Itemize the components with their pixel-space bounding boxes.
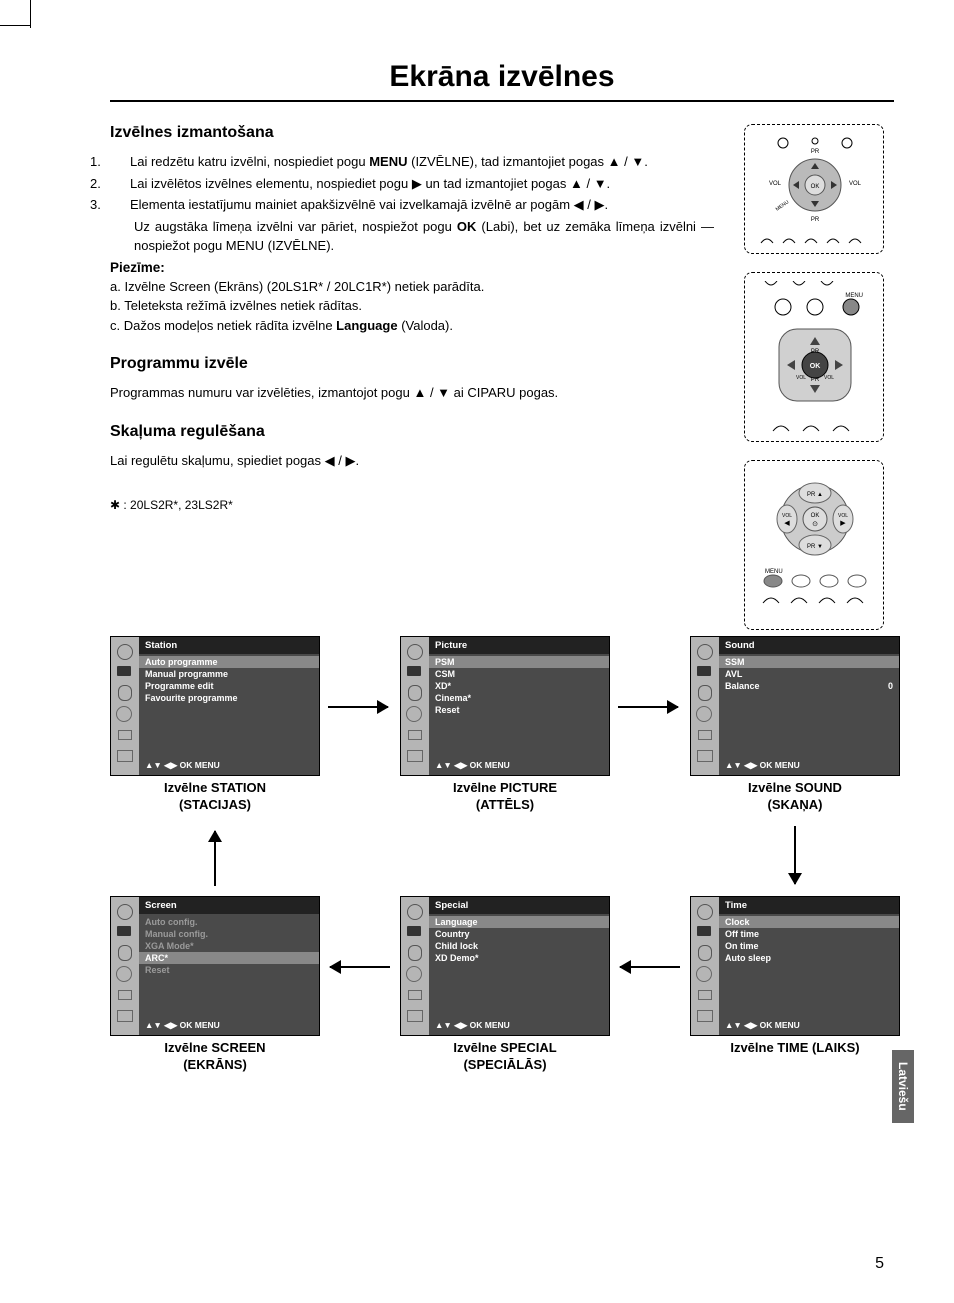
menu-screen: Screen Auto config. Manual config. XGA M… xyxy=(110,896,320,1074)
svg-text:VOL: VOL xyxy=(824,375,834,381)
volume-heading: Skaļuma regulēšana xyxy=(110,423,714,441)
title-rule xyxy=(110,100,894,102)
usage-item-3b: Uz augstāka līmeņa izvēlni var pāriet, n… xyxy=(110,217,714,256)
section-program: Programmu izvēle Programmas numuru var i… xyxy=(110,355,714,403)
panel-icons xyxy=(111,637,139,775)
remote-diagram-2: MENU PR PR VOL VOL OK xyxy=(744,272,884,442)
arrow-down xyxy=(794,826,796,884)
section-usage: Izvēlnes izmantošana 1.Lai redzētu katru… xyxy=(110,124,714,335)
remote-2-svg: MENU PR PR VOL VOL OK xyxy=(753,281,877,435)
svg-text:PR: PR xyxy=(811,149,820,155)
panel-footer: ▲▼ ◀▶ OK MENU xyxy=(139,756,319,775)
note-label: Piezīme: xyxy=(110,260,714,275)
tv-icon xyxy=(115,663,135,682)
clock-icon xyxy=(115,705,135,724)
note-b: b. Teleteksta režīmā izvēlnes netiek rād… xyxy=(110,296,714,316)
screen-icon xyxy=(115,747,135,766)
page-title: Ekrāna izvēlnes xyxy=(110,60,894,94)
language-tab: Latviešu xyxy=(892,1050,914,1123)
svg-text:OK: OK xyxy=(811,184,820,190)
remote-column: PR OK VOL VOL PR MENU xyxy=(734,124,894,630)
svg-text:MENU: MENU xyxy=(845,293,863,299)
crop-mark xyxy=(0,25,30,26)
svg-text:PR ▼: PR ▼ xyxy=(807,544,823,550)
panel-caption: Izvēlne STATION(STACIJAS) xyxy=(110,780,320,814)
arrow-right-1 xyxy=(328,706,388,708)
svg-text:MENU: MENU xyxy=(765,569,783,575)
svg-text:MENU: MENU xyxy=(775,199,791,213)
menu-time: Time Clock Off time On time Auto sleep ▲… xyxy=(690,896,900,1057)
arrow-left-1 xyxy=(620,966,680,968)
remote-diagram-3: PR ▲ PR ▼ VOL ◀ VOL ▶ OK ⊙ MENU xyxy=(744,460,884,630)
svg-text:◀: ◀ xyxy=(784,520,790,527)
pref-icon xyxy=(115,726,135,745)
asterisk-note: ✱ : 20LS2R*, 23LS2R* xyxy=(110,498,714,512)
note-a: a. Izvēlne Screen (Ekrāns) (20LS1R* / 20… xyxy=(110,277,714,297)
program-heading: Programmu izvēle xyxy=(110,355,714,373)
page-root: Ekrāna izvēlnes Izvēlnes izmantošana 1.L… xyxy=(0,0,954,1303)
crop-mark xyxy=(30,0,31,28)
arrow-left-2 xyxy=(330,966,390,968)
dish-icon xyxy=(115,642,135,661)
arrow-up xyxy=(214,831,216,886)
section-volume: Skaļuma regulēšana Lai regulētu skaļumu,… xyxy=(110,423,714,471)
menu-picture: Picture PSM CSM XD* Cinema* Reset ▲▼ ◀▶ … xyxy=(400,636,610,814)
usage-list: 1.Lai redzētu katru izvēlni, nospiediet … xyxy=(110,152,714,215)
usage-item-1: 1.Lai redzētu katru izvēlni, nospiediet … xyxy=(134,152,714,172)
note-c: c. Dažos modeļos netiek rādīta izvēlne L… xyxy=(110,316,714,336)
menus-grid: Station Auto programme Manual programme … xyxy=(110,636,894,1116)
page-number: 5 xyxy=(875,1255,884,1273)
content-row: Izvēlnes izmantošana 1.Lai redzētu katru… xyxy=(110,124,894,630)
svg-text:PR ▲: PR ▲ xyxy=(807,492,823,498)
usage-heading: Izvēlnes izmantošana xyxy=(110,124,714,142)
volume-text: Lai regulētu skaļumu, spiediet pogas ◀ /… xyxy=(110,451,714,471)
menu-station: Station Auto programme Manual programme … xyxy=(110,636,320,814)
program-text: Programmas numuru var izvēlēties, izmant… xyxy=(110,383,714,403)
panel-items: Auto programme Manual programme Programm… xyxy=(139,654,319,706)
svg-text:VOL: VOL xyxy=(849,181,862,187)
svg-text:VOL: VOL xyxy=(796,375,806,381)
remote-3-svg: PR ▲ PR ▼ VOL ◀ VOL ▶ OK ⊙ MENU xyxy=(753,469,877,623)
panel-title: Station xyxy=(139,637,319,654)
svg-text:OK: OK xyxy=(811,513,820,519)
remote-diagram-1: PR OK VOL VOL PR MENU xyxy=(744,124,884,254)
svg-text:VOL: VOL xyxy=(782,513,792,519)
menu-special: Special Language Country Child lock XD D… xyxy=(400,896,610,1074)
menu-sound: Sound SSM AVL Balance0 ▲▼ ◀▶ OK MENU Izv… xyxy=(690,636,900,814)
svg-text:VOL: VOL xyxy=(838,513,848,519)
speaker-icon xyxy=(115,684,135,703)
svg-text:PR: PR xyxy=(811,217,820,223)
svg-text:▶: ▶ xyxy=(840,520,846,527)
svg-text:VOL: VOL xyxy=(769,181,782,187)
svg-text:OK: OK xyxy=(810,363,821,370)
usage-item-3: 3.Elementa iestatījumu mainiet apakšizvē… xyxy=(134,195,714,215)
text-column: Izvēlnes izmantošana 1.Lai redzētu katru… xyxy=(110,124,714,630)
remote-1-svg: PR OK VOL VOL PR MENU xyxy=(753,133,877,247)
svg-text:⊙: ⊙ xyxy=(812,521,818,528)
usage-item-2: 2.Lai izvēlētos izvēlnes elementu, nospi… xyxy=(134,174,714,194)
arrow-right-2 xyxy=(618,706,678,708)
